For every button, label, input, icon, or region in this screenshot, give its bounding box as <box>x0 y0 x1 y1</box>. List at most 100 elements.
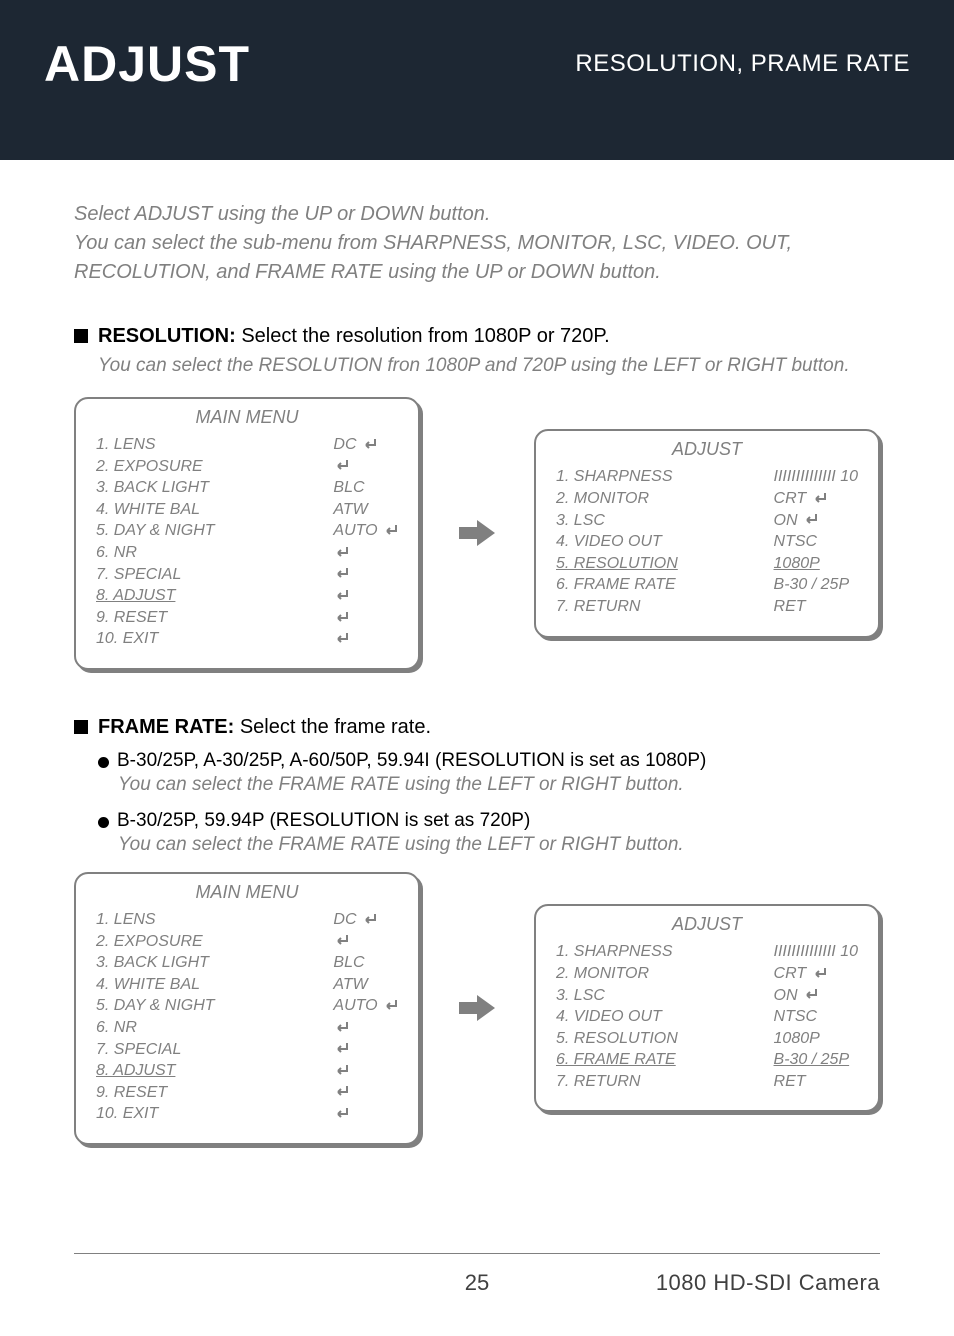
menu-item-label: 3. BACK LIGHT <box>96 477 215 499</box>
menu-item-value: B-30 / 25P <box>774 1049 858 1071</box>
menu-item-value: ON <box>774 985 858 1007</box>
menu-item-value: BLC <box>333 952 398 974</box>
menu-item-label: 8. ADJUST <box>96 1060 215 1082</box>
bullet-text: B-30/25P, A-30/25P, A-60/50P, 59.94I (RE… <box>117 750 706 772</box>
menu-item-label: 7. SPECIAL <box>96 564 215 586</box>
framerate-bullet: B-30/25P, A-30/25P, A-60/50P, 59.94I (RE… <box>98 750 880 772</box>
menu-item-value: DC <box>333 434 398 456</box>
menu-item-value <box>333 607 398 629</box>
page-number: 25 <box>465 1270 489 1296</box>
menu-item-label: 1. LENS <box>96 434 215 456</box>
arrow-right-icon <box>459 995 495 1021</box>
menu-item-label: 2. MONITOR <box>556 488 678 510</box>
framerate-section: FRAME RATE: Select the frame rate. <box>74 714 880 740</box>
menu-item-label: 6. NR <box>96 1017 215 1039</box>
content-area: Select ADJUST using the UP or DOWN butto… <box>0 160 954 1145</box>
menu-item-value <box>333 1039 398 1061</box>
menu-item-value: DC <box>333 909 398 931</box>
framerate-bullet: B-30/25P, 59.94P (RESOLUTION is set as 7… <box>98 810 880 832</box>
menu-item-label: 5. DAY & NIGHT <box>96 995 215 1017</box>
menu-item-label: 7. RETURN <box>556 1071 678 1093</box>
adjust-menu-panel: ADJUST 1. SHARPNESS2. MONITOR3. LSC4. VI… <box>534 429 880 637</box>
page-footer: 25 1080 HD-SDI Camera <box>74 1253 880 1296</box>
panel-title: ADJUST <box>550 914 864 935</box>
section-title: FRAME RATE: <box>98 716 234 738</box>
menu-item-value <box>333 628 398 650</box>
menu-item-label: 9. RESET <box>96 1082 215 1104</box>
menu-item-label: 4. WHITE BAL <box>96 499 215 521</box>
page-subtitle: RESOLUTION, PRAME RATE <box>575 50 910 78</box>
menu-item-value: B-30 / 25P <box>774 574 858 596</box>
menu-item-value <box>333 564 398 586</box>
menu-item-value: BLC <box>333 477 398 499</box>
adjust-menu-panel: ADJUST 1. SHARPNESS2. MONITOR3. LSC4. VI… <box>534 904 880 1112</box>
menu-item-label: 4. WHITE BAL <box>96 974 215 996</box>
menu-item-value <box>333 542 398 564</box>
menu-item-label: 1. LENS <box>96 909 215 931</box>
menu-item-label: 1. SHARPNESS <box>556 941 678 963</box>
menu-item-label: 6. FRAME RATE <box>556 574 678 596</box>
menu-item-label: 1. SHARPNESS <box>556 466 678 488</box>
section-title: RESOLUTION: <box>98 325 236 347</box>
square-bullet-icon <box>74 329 88 343</box>
menu-item-value: NTSC <box>774 531 858 553</box>
bullet-subtext: You can select the FRAME RATE using the … <box>118 834 880 856</box>
bullet-text: B-30/25P, 59.94P (RESOLUTION is set as 7… <box>117 810 530 832</box>
menu-item-label: 5. DAY & NIGHT <box>96 520 215 542</box>
dot-bullet-icon <box>98 817 109 828</box>
menu-item-label: 3. LSC <box>556 985 678 1007</box>
section-heading: RESOLUTION: Select the resolution from 1… <box>74 323 880 349</box>
menu-item-value <box>333 1060 398 1082</box>
section-desc: Select the resolution from 1080P or 720P… <box>236 325 610 347</box>
framerate-panels: MAIN MENU 1. LENS2. EXPOSURE3. BACK LIGH… <box>74 872 880 1145</box>
menu-item-label: 10. EXIT <box>96 1103 215 1125</box>
arrow-right-icon <box>459 520 495 546</box>
menu-item-value <box>333 585 398 607</box>
menu-item-value: RET <box>774 1071 858 1093</box>
section-subtext: You can select the RESOLUTION fron 1080P… <box>98 355 880 377</box>
menu-item-label: 2. EXPOSURE <box>96 456 215 478</box>
panel-title: ADJUST <box>550 439 864 460</box>
menu-item-value <box>333 1103 398 1125</box>
dot-bullet-icon <box>98 757 109 768</box>
menu-item-value <box>333 1017 398 1039</box>
menu-item-label: 10. EXIT <box>96 628 215 650</box>
menu-item-value: 1080P <box>774 553 858 575</box>
menu-item-label: 9. RESET <box>96 607 215 629</box>
menu-item-label: 5. RESOLUTION <box>556 553 678 575</box>
menu-item-value <box>333 1082 398 1104</box>
menu-item-value: NTSC <box>774 1006 858 1028</box>
menu-item-label: 3. LSC <box>556 510 678 532</box>
product-label: 1080 HD-SDI Camera <box>656 1270 880 1296</box>
menu-item-label: 2. MONITOR <box>556 963 678 985</box>
menu-item-value: AUTO <box>333 995 398 1017</box>
menu-item-value: IIIIIIIIIIIIII 10 <box>774 941 858 963</box>
main-menu-panel: MAIN MENU 1. LENS2. EXPOSURE3. BACK LIGH… <box>74 397 420 670</box>
menu-item-value <box>333 931 398 953</box>
panel-title: MAIN MENU <box>90 882 404 903</box>
menu-item-value: ON <box>774 510 858 532</box>
menu-item-label: 8. ADJUST <box>96 585 215 607</box>
resolution-section: RESOLUTION: Select the resolution from 1… <box>74 323 880 377</box>
menu-item-label: 3. BACK LIGHT <box>96 952 215 974</box>
bullet-subtext: You can select the FRAME RATE using the … <box>118 774 880 796</box>
menu-item-value: IIIIIIIIIIIIII 10 <box>774 466 858 488</box>
section-desc: Select the frame rate. <box>234 716 431 738</box>
panel-title: MAIN MENU <box>90 407 404 428</box>
menu-item-value: CRT <box>774 488 858 510</box>
menu-item-value: 1080P <box>774 1028 858 1050</box>
menu-item-label: 7. RETURN <box>556 596 678 618</box>
page-title: ADJUST <box>44 35 250 93</box>
intro-text: Select ADJUST using the UP or DOWN butto… <box>74 200 880 287</box>
menu-item-value: CRT <box>774 963 858 985</box>
menu-item-value: RET <box>774 596 858 618</box>
resolution-panels: MAIN MENU 1. LENS2. EXPOSURE3. BACK LIGH… <box>74 397 880 670</box>
section-heading: FRAME RATE: Select the frame rate. <box>74 714 880 740</box>
menu-item-label: 4. VIDEO OUT <box>556 531 678 553</box>
menu-item-label: 6. FRAME RATE <box>556 1049 678 1071</box>
menu-item-label: 2. EXPOSURE <box>96 931 215 953</box>
menu-item-value <box>333 456 398 478</box>
menu-item-label: 5. RESOLUTION <box>556 1028 678 1050</box>
main-menu-panel: MAIN MENU 1. LENS2. EXPOSURE3. BACK LIGH… <box>74 872 420 1145</box>
menu-item-value: AUTO <box>333 520 398 542</box>
